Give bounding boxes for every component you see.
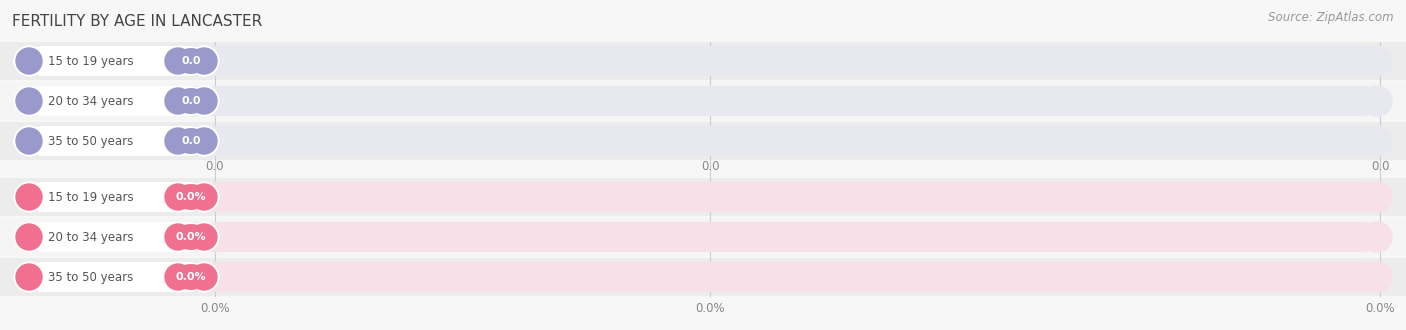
FancyBboxPatch shape: [179, 184, 204, 210]
Circle shape: [191, 88, 217, 114]
Circle shape: [1362, 46, 1392, 76]
Circle shape: [14, 222, 44, 252]
Circle shape: [14, 126, 44, 156]
Circle shape: [165, 224, 191, 250]
Circle shape: [1362, 126, 1392, 156]
FancyBboxPatch shape: [30, 46, 1376, 76]
Circle shape: [191, 184, 217, 210]
FancyBboxPatch shape: [30, 222, 204, 252]
FancyBboxPatch shape: [30, 262, 204, 292]
FancyBboxPatch shape: [0, 258, 1406, 296]
Circle shape: [14, 222, 44, 252]
Circle shape: [14, 46, 44, 76]
Circle shape: [188, 46, 219, 76]
Text: 0.0%: 0.0%: [695, 302, 725, 314]
Circle shape: [15, 184, 42, 210]
FancyBboxPatch shape: [30, 262, 1376, 292]
Circle shape: [188, 126, 219, 156]
Text: 0.0%: 0.0%: [176, 232, 207, 242]
Circle shape: [188, 86, 219, 116]
FancyBboxPatch shape: [179, 264, 204, 290]
FancyBboxPatch shape: [0, 178, 1406, 216]
Text: 0.0%: 0.0%: [1365, 302, 1395, 314]
Text: 0.0: 0.0: [205, 159, 224, 173]
Circle shape: [15, 88, 42, 114]
Circle shape: [14, 182, 44, 212]
Circle shape: [14, 126, 44, 156]
Text: Source: ZipAtlas.com: Source: ZipAtlas.com: [1268, 12, 1393, 24]
Text: 35 to 50 years: 35 to 50 years: [48, 135, 134, 148]
FancyBboxPatch shape: [30, 46, 204, 76]
Text: 0.0: 0.0: [181, 136, 201, 146]
Circle shape: [165, 128, 191, 154]
Circle shape: [1362, 182, 1392, 212]
Circle shape: [191, 224, 217, 250]
Text: 0.0: 0.0: [1371, 159, 1389, 173]
Text: 15 to 19 years: 15 to 19 years: [48, 190, 134, 204]
FancyBboxPatch shape: [0, 218, 1406, 256]
Circle shape: [165, 88, 191, 114]
Text: 0.0%: 0.0%: [176, 192, 207, 202]
Circle shape: [15, 224, 42, 250]
Circle shape: [165, 48, 191, 74]
Circle shape: [15, 48, 42, 74]
Text: 0.0%: 0.0%: [176, 272, 207, 282]
FancyBboxPatch shape: [30, 86, 204, 116]
Text: 0.0: 0.0: [181, 56, 201, 66]
Circle shape: [14, 262, 44, 292]
Circle shape: [188, 222, 219, 252]
Text: 0.0: 0.0: [700, 159, 720, 173]
FancyBboxPatch shape: [0, 42, 1406, 80]
Circle shape: [188, 182, 219, 212]
Text: 20 to 34 years: 20 to 34 years: [48, 94, 134, 108]
Circle shape: [1362, 86, 1392, 116]
Text: 15 to 19 years: 15 to 19 years: [48, 54, 134, 68]
FancyBboxPatch shape: [179, 88, 204, 114]
Circle shape: [14, 46, 44, 76]
Circle shape: [191, 48, 217, 74]
Circle shape: [191, 128, 217, 154]
Circle shape: [188, 262, 219, 292]
Text: 35 to 50 years: 35 to 50 years: [48, 271, 134, 283]
Circle shape: [165, 184, 191, 210]
FancyBboxPatch shape: [0, 122, 1406, 160]
FancyBboxPatch shape: [179, 224, 204, 250]
FancyBboxPatch shape: [30, 222, 1376, 252]
FancyBboxPatch shape: [30, 182, 204, 212]
Circle shape: [15, 264, 42, 290]
Circle shape: [1362, 222, 1392, 252]
Circle shape: [15, 128, 42, 154]
FancyBboxPatch shape: [30, 182, 1376, 212]
Circle shape: [14, 86, 44, 116]
FancyBboxPatch shape: [179, 128, 204, 154]
Circle shape: [14, 262, 44, 292]
Text: 0.0: 0.0: [181, 96, 201, 106]
Text: 0.0%: 0.0%: [200, 302, 229, 314]
Text: 20 to 34 years: 20 to 34 years: [48, 230, 134, 244]
FancyBboxPatch shape: [179, 48, 204, 74]
Text: FERTILITY BY AGE IN LANCASTER: FERTILITY BY AGE IN LANCASTER: [13, 15, 263, 29]
FancyBboxPatch shape: [30, 86, 1376, 116]
FancyBboxPatch shape: [0, 82, 1406, 120]
Circle shape: [165, 264, 191, 290]
Circle shape: [191, 264, 217, 290]
FancyBboxPatch shape: [30, 126, 204, 156]
Circle shape: [1362, 262, 1392, 292]
FancyBboxPatch shape: [30, 126, 1376, 156]
Circle shape: [14, 86, 44, 116]
Circle shape: [14, 182, 44, 212]
